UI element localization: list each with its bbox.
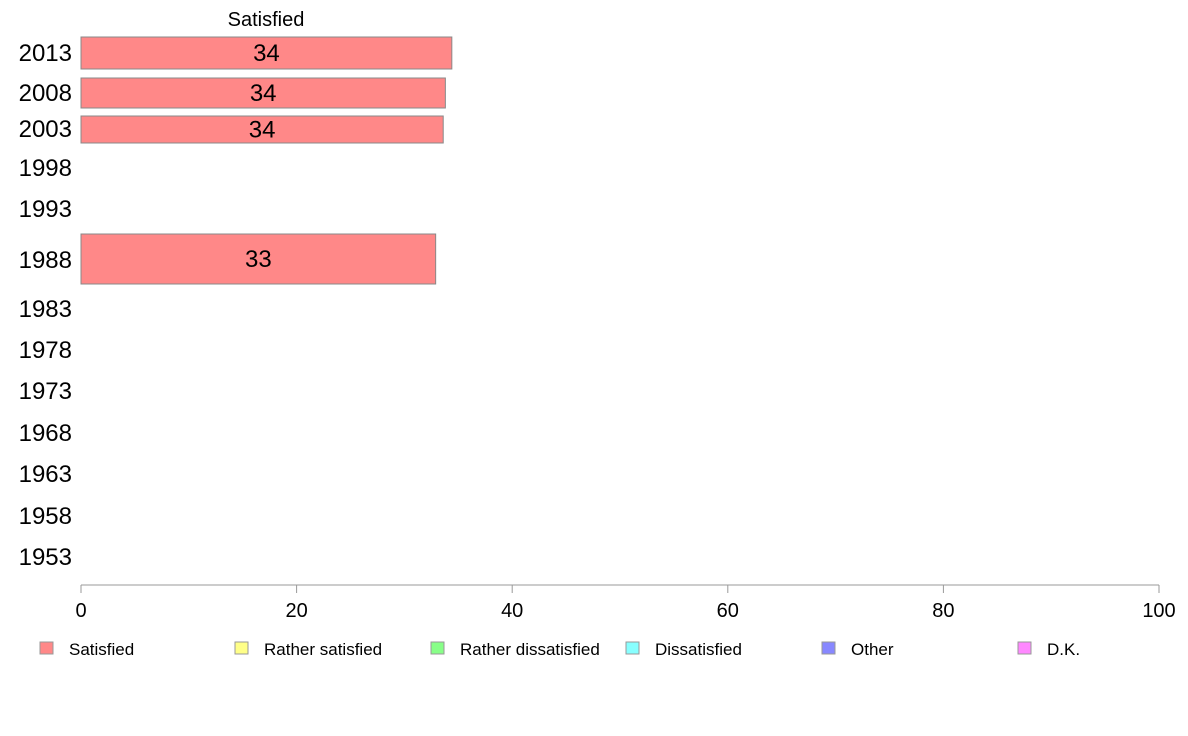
x-axis: 0 20 40 60 80 100 bbox=[75, 584, 1176, 622]
bar-value-label: 34 bbox=[253, 40, 280, 67]
legend-label: Satisfied bbox=[69, 640, 134, 659]
y-tick-label: 1988 bbox=[19, 247, 72, 274]
y-axis-labels: 2013 2008 2003 1998 1993 1988 1983 1978 1973 1968… bbox=[19, 40, 72, 571]
legend-swatch bbox=[1017, 641, 1032, 655]
bar bbox=[80, 36, 453, 70]
legend-label: Rather satisfied bbox=[264, 640, 382, 659]
y-tick-label: 1968 bbox=[19, 420, 72, 447]
legend: Satisfied Rather satisfied Rather dissatis… bbox=[39, 640, 1080, 659]
legend-swatch bbox=[821, 641, 836, 655]
bar bbox=[80, 233, 437, 285]
bar-value-label: 34 bbox=[250, 80, 277, 107]
y-tick-label: 2013 bbox=[19, 40, 72, 67]
y-tick-label: 1993 bbox=[19, 196, 72, 223]
bar bbox=[80, 115, 444, 144]
bar-value-label: 33 bbox=[245, 246, 272, 273]
y-tick-label: 1958 bbox=[19, 503, 72, 530]
bar-value-label: 34 bbox=[249, 117, 276, 144]
legend-swatch bbox=[430, 641, 445, 655]
y-tick-label: 1973 bbox=[19, 378, 72, 405]
series-header: Satisfied bbox=[228, 9, 305, 31]
x-tick-label: 20 bbox=[285, 600, 307, 622]
legend-label: Rather dissatisfied bbox=[460, 640, 600, 659]
y-tick-label: 1998 bbox=[19, 155, 72, 182]
legend-label: Dissatisfied bbox=[655, 640, 742, 659]
legend-label: Other bbox=[851, 640, 894, 659]
legend-swatch bbox=[234, 641, 249, 655]
y-tick-label: 1978 bbox=[19, 337, 72, 364]
y-tick-label: 1983 bbox=[19, 296, 72, 323]
x-tick-label: 40 bbox=[501, 600, 523, 622]
x-tick-label: 100 bbox=[1142, 600, 1175, 622]
x-tick-label: 0 bbox=[75, 600, 86, 622]
x-tick-label: 80 bbox=[932, 600, 954, 622]
y-tick-label: 2008 bbox=[19, 80, 72, 107]
y-tick-label: 1953 bbox=[19, 544, 72, 571]
legend-swatch bbox=[39, 641, 54, 655]
bar bbox=[80, 77, 446, 109]
x-tick-label: 60 bbox=[717, 600, 739, 622]
legend-label: D.K. bbox=[1047, 640, 1080, 659]
bars: 34 34 34 33 bbox=[80, 36, 453, 285]
y-tick-label: 1963 bbox=[19, 461, 72, 488]
legend-swatch bbox=[625, 641, 640, 655]
y-tick-label: 2003 bbox=[19, 116, 72, 143]
